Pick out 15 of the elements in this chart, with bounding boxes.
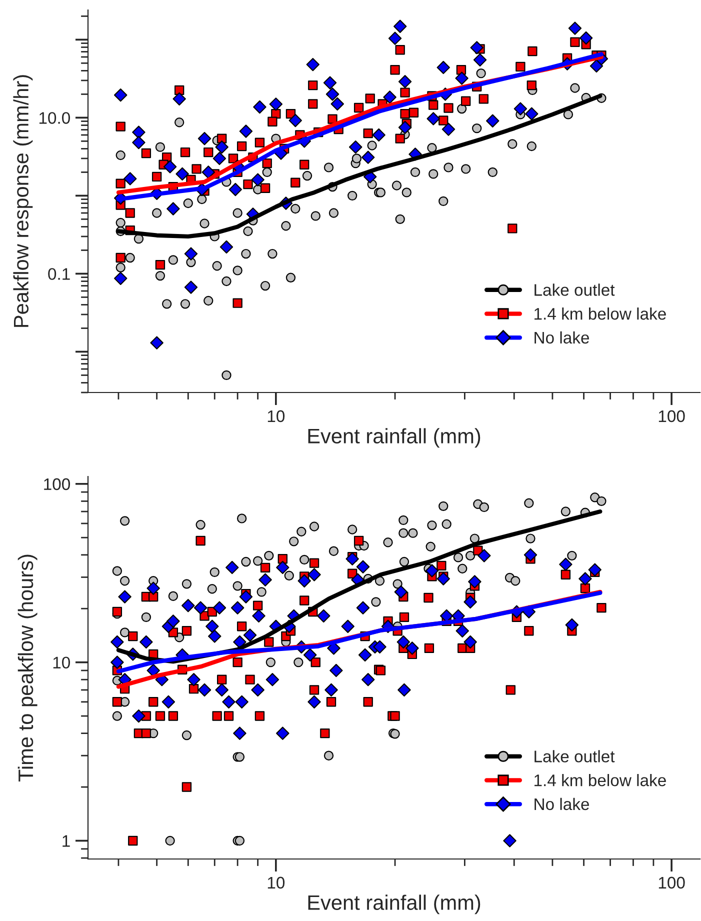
legend-label: Lake outlet <box>534 750 615 762</box>
y-tick-label: 0.1 <box>48 268 70 280</box>
x-axis-title: Event rainfall (mm) <box>308 428 480 448</box>
legend-label: Lake outlet <box>534 284 615 296</box>
y-tick-label: 10.0 <box>39 112 70 124</box>
y-tick-label: 1 <box>62 835 70 847</box>
legend-label: 1.4 km below lake <box>534 774 666 786</box>
x-axis-title: Event rainfall (mm) <box>308 894 480 914</box>
y-axis-title: Peakflow response (mm/hr) <box>13 75 33 327</box>
legend-label: 1.4 km below lake <box>534 307 666 320</box>
y-tick-label: 100 <box>44 478 70 490</box>
y-tick-label: 10 <box>53 656 70 669</box>
legend-label: No lake <box>534 331 590 344</box>
y-axis-title: Time to peakflow (hours) <box>18 554 38 782</box>
legend-label: No lake <box>534 798 590 810</box>
